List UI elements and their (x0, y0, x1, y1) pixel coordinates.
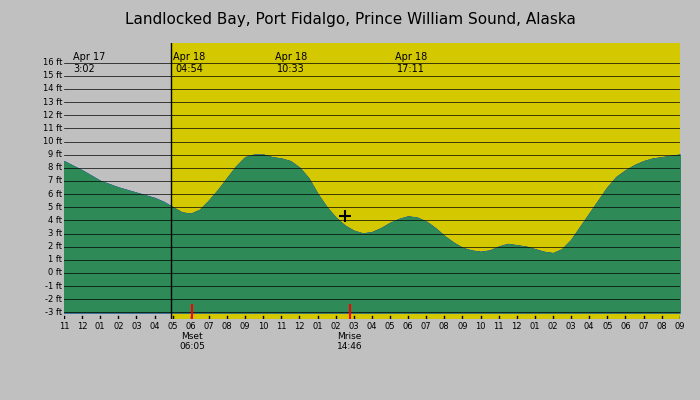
Text: 01: 01 (530, 322, 540, 330)
Text: Mset
06:05: Mset 06:05 (179, 332, 205, 352)
Text: 04: 04 (584, 322, 594, 330)
Text: 09: 09 (675, 322, 685, 330)
Text: Apr 18
10:33: Apr 18 10:33 (275, 52, 307, 74)
Text: 05: 05 (167, 322, 178, 330)
Text: 08: 08 (439, 322, 449, 330)
Text: 7 ft: 7 ft (48, 176, 62, 186)
Text: 10: 10 (475, 322, 486, 330)
Text: -3 ft: -3 ft (45, 308, 62, 317)
Text: 07: 07 (638, 322, 649, 330)
Text: 16 ft: 16 ft (43, 58, 62, 67)
Text: 06: 06 (402, 322, 414, 330)
Text: 05: 05 (602, 322, 612, 330)
Text: 4 ft: 4 ft (48, 216, 62, 225)
Text: 06: 06 (620, 322, 631, 330)
Text: 03: 03 (349, 322, 359, 330)
Text: 09: 09 (240, 322, 251, 330)
Text: 06: 06 (186, 322, 196, 330)
Text: 3 ft: 3 ft (48, 229, 62, 238)
Text: 02: 02 (547, 322, 558, 330)
Text: 1 ft: 1 ft (48, 255, 62, 264)
Text: 01: 01 (95, 322, 106, 330)
Text: 11: 11 (494, 322, 504, 330)
Text: 11: 11 (59, 322, 69, 330)
Text: 11: 11 (276, 322, 286, 330)
Text: 04: 04 (367, 322, 377, 330)
Text: -1 ft: -1 ft (46, 282, 62, 290)
Text: 12: 12 (77, 322, 88, 330)
Text: Landlocked Bay, Port Fidalgo, Prince William Sound, Alaska: Landlocked Bay, Port Fidalgo, Prince Wil… (125, 12, 575, 27)
Text: -2 ft: -2 ft (46, 295, 62, 304)
Text: 5 ft: 5 ft (48, 203, 62, 212)
Bar (171, 43, 700, 319)
Text: 9 ft: 9 ft (48, 150, 62, 159)
Text: 0 ft: 0 ft (48, 268, 62, 278)
Text: 05: 05 (385, 322, 396, 330)
Text: 07: 07 (421, 322, 431, 330)
Text: 02: 02 (113, 322, 124, 330)
Text: 8 ft: 8 ft (48, 163, 62, 172)
Text: 03: 03 (131, 322, 141, 330)
Text: 12: 12 (512, 322, 522, 330)
Text: 02: 02 (330, 322, 341, 330)
Text: Mrise
14:46: Mrise 14:46 (337, 332, 363, 352)
Text: 13 ft: 13 ft (43, 98, 62, 107)
Text: 08: 08 (657, 322, 667, 330)
Text: 03: 03 (566, 322, 576, 330)
Text: 6 ft: 6 ft (48, 190, 62, 199)
Text: 04: 04 (149, 322, 160, 330)
Text: 07: 07 (204, 322, 214, 330)
Text: 11 ft: 11 ft (43, 124, 62, 133)
Text: 09: 09 (457, 322, 468, 330)
Text: 10 ft: 10 ft (43, 137, 62, 146)
Text: 15 ft: 15 ft (43, 71, 62, 80)
Text: Apr 17
3:02: Apr 17 3:02 (73, 52, 106, 74)
Text: 08: 08 (222, 322, 232, 330)
Text: 2 ft: 2 ft (48, 242, 62, 251)
Text: 12: 12 (294, 322, 304, 330)
Text: 01: 01 (312, 322, 323, 330)
Text: Apr 18
17:11: Apr 18 17:11 (395, 52, 428, 74)
Text: 14 ft: 14 ft (43, 84, 62, 94)
Text: Apr 18
04:54: Apr 18 04:54 (173, 52, 205, 74)
Text: 10: 10 (258, 322, 268, 330)
Text: 12 ft: 12 ft (43, 111, 62, 120)
